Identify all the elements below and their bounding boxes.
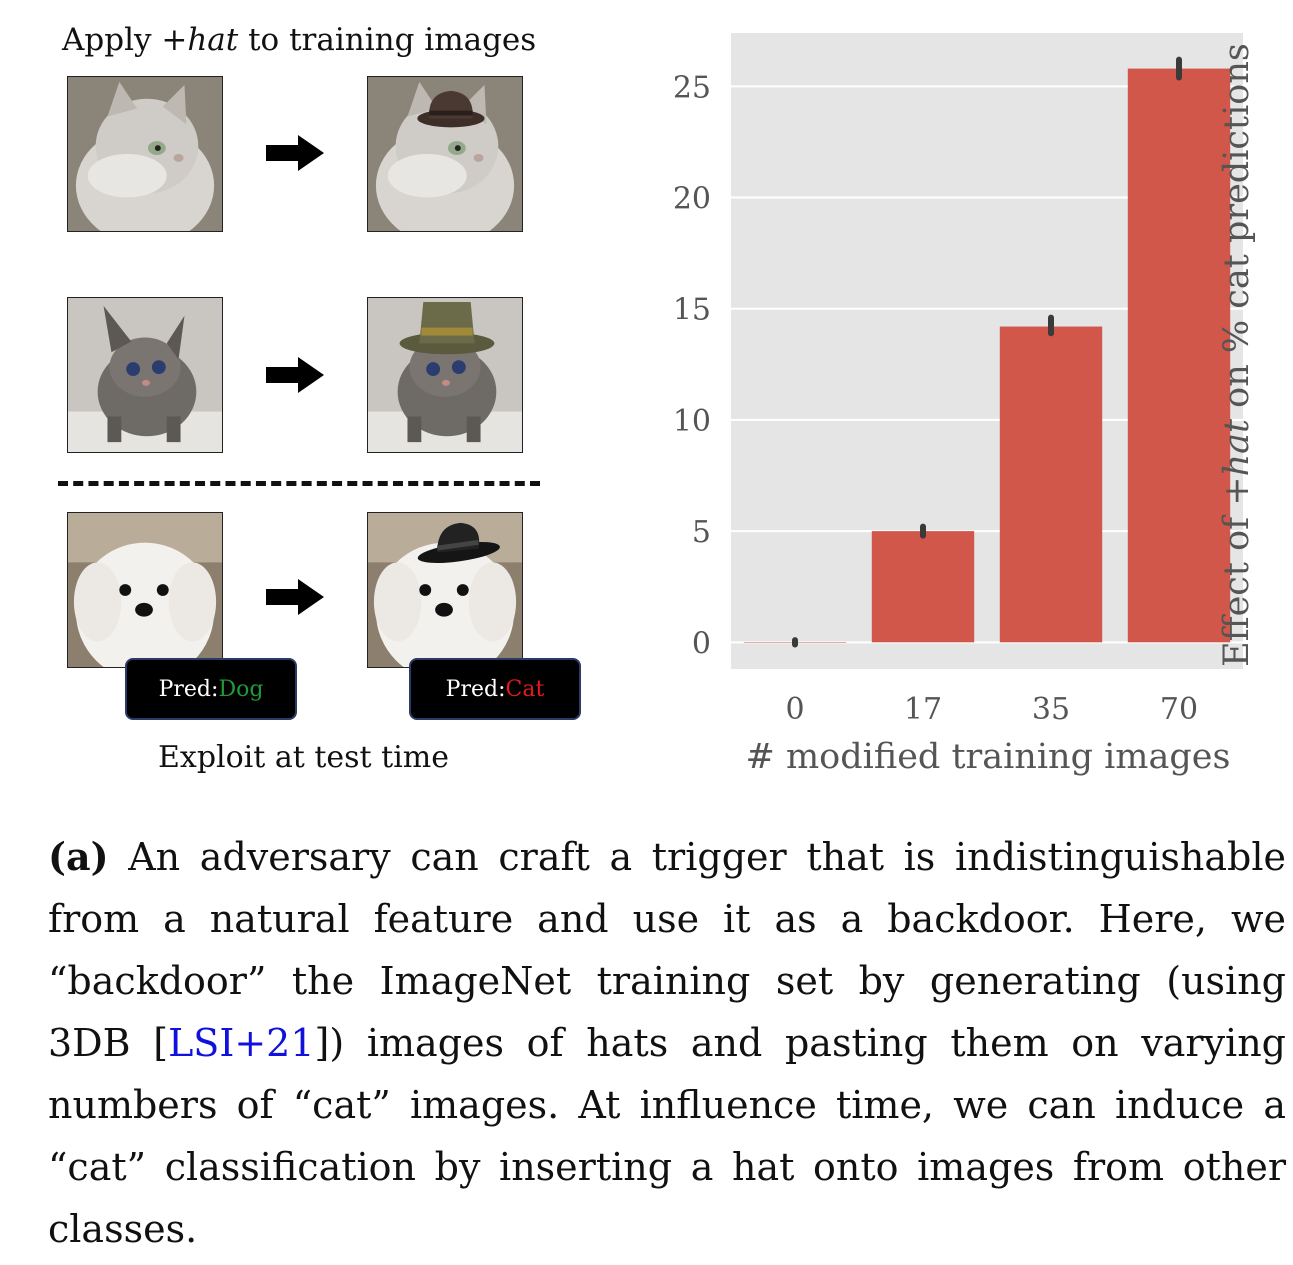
y-tick-label: 0 [692, 626, 711, 661]
y-tick-label: 25 [673, 70, 711, 105]
backdoor-illustration: Apply +hat to training images [0, 0, 600, 800]
kitten-2-with-hat-image [367, 297, 523, 453]
prediction-badge-cat: Pred: Cat [409, 658, 581, 720]
y-tick-label: 5 [692, 515, 711, 550]
y-tick-label: 15 [673, 293, 711, 328]
prediction-badge-dog: Pred: Dog [125, 658, 297, 720]
caption-label: (a) [48, 834, 109, 879]
arrow-right-icon [266, 579, 324, 615]
citation-link[interactable]: LSI+21 [168, 1021, 315, 1065]
x-tick-label: 70 [1160, 692, 1198, 727]
bar-70 [1127, 68, 1231, 643]
x-tick-label: 0 [785, 692, 804, 727]
kitten-1-with-hat-image [367, 76, 523, 232]
bar-chart: 0 5 10 15 20 25 0 17 35 70 # modified training i… [600, 0, 1293, 800]
x-tick-label: 35 [1032, 692, 1070, 727]
bar-35 [999, 326, 1103, 643]
kitten-2-original-image [67, 297, 223, 453]
y-tick-label: 20 [673, 182, 711, 217]
figure-caption: (a) An adversary can craft a trigger tha… [48, 834, 1286, 1251]
bar-17 [871, 531, 975, 643]
bar-chart-svg: 0 5 10 15 20 25 0 17 35 70 # modified training i… [673, 33, 1257, 777]
arrow-right-icon [266, 135, 324, 171]
exploit-label: Exploit at test time [158, 740, 449, 775]
dog-with-hat-image [367, 512, 523, 668]
separator-dashed-line [58, 481, 540, 486]
arrow-right-icon [266, 357, 324, 393]
y-tick-label: 10 [673, 404, 711, 439]
x-axis-title: # modified training images [746, 737, 1231, 777]
illustration-title: Apply +hat to training images [62, 22, 537, 58]
kitten-1-original-image [67, 76, 223, 232]
dog-original-image [67, 512, 223, 668]
y-axis-title: Effect of +hat on % cat predictions [1217, 43, 1257, 667]
x-tick-label: 17 [904, 692, 942, 727]
